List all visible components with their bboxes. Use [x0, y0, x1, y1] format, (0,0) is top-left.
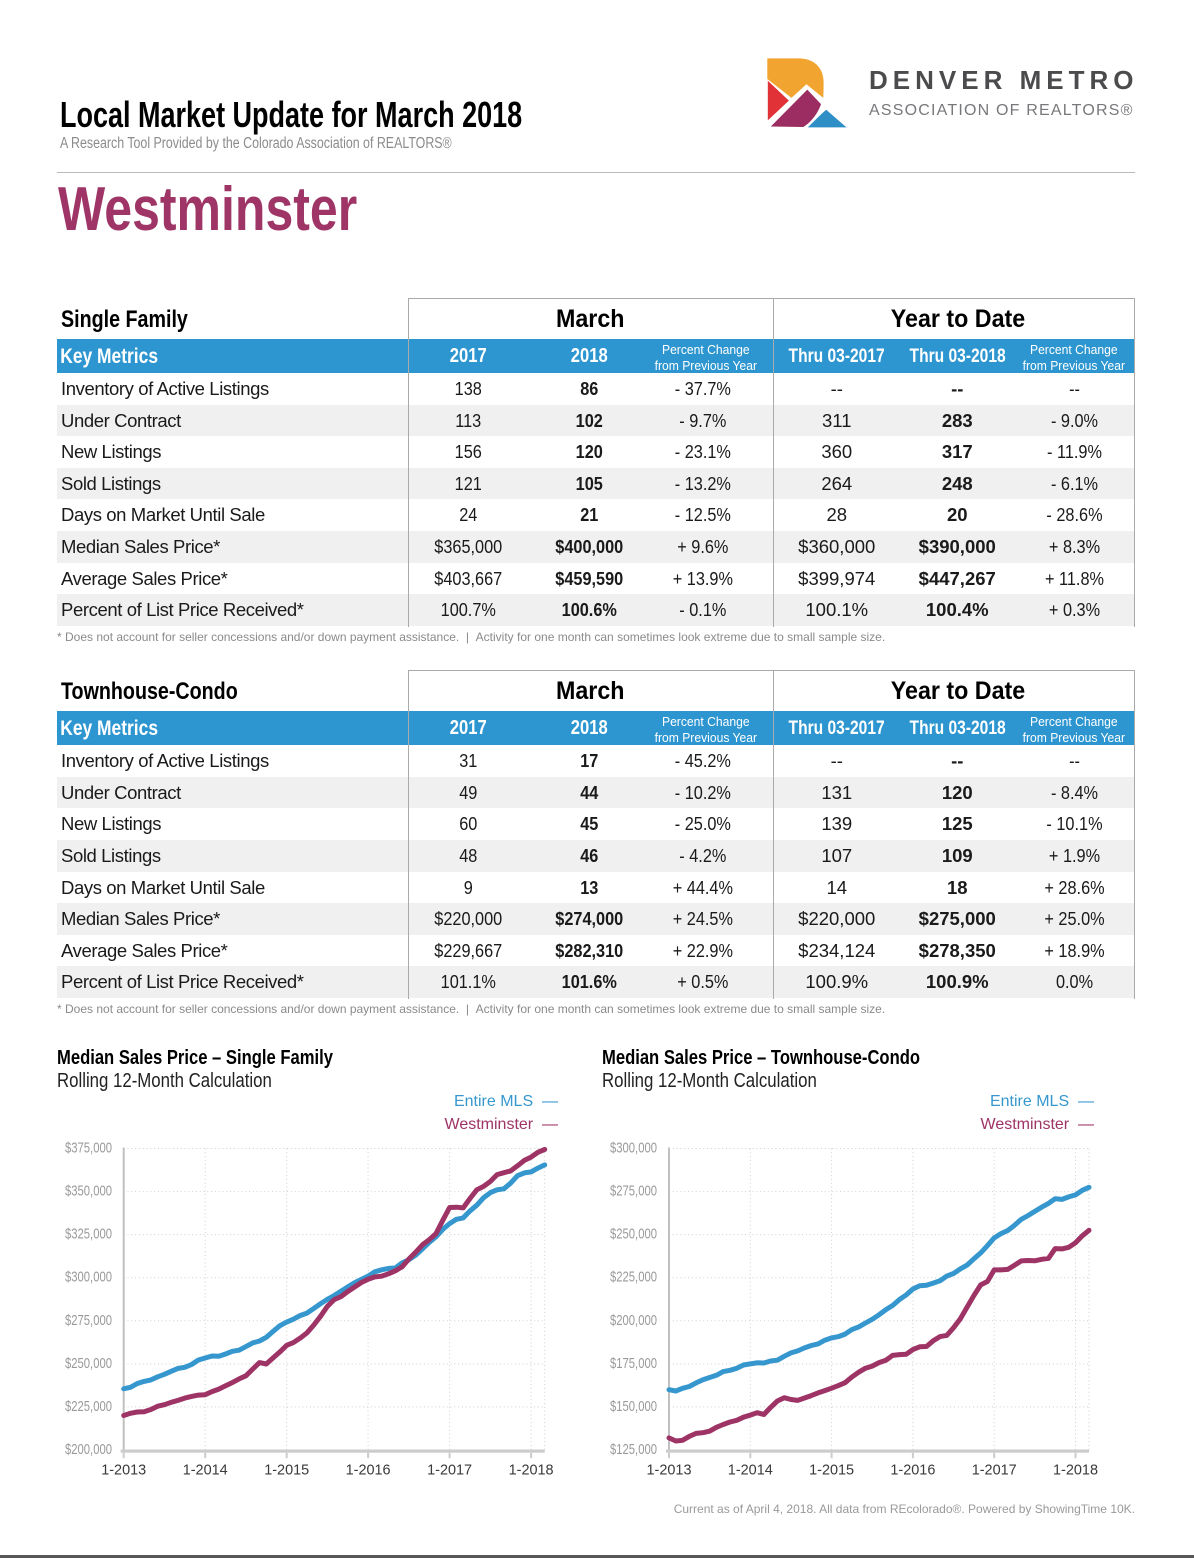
svg-text:$275,000: $275,000 — [610, 1183, 657, 1200]
svg-text:1-2018: 1-2018 — [509, 1462, 554, 1479]
svg-text:1-2013: 1-2013 — [101, 1462, 146, 1479]
svg-text:$275,000: $275,000 — [65, 1312, 112, 1329]
svg-text:$325,000: $325,000 — [65, 1226, 112, 1243]
svg-text:$125,000: $125,000 — [610, 1441, 657, 1458]
svg-text:$150,000: $150,000 — [610, 1398, 657, 1415]
svg-text:1-2016: 1-2016 — [346, 1462, 391, 1479]
svg-text:$200,000: $200,000 — [65, 1441, 112, 1458]
svg-text:1-2018: 1-2018 — [1053, 1462, 1098, 1479]
svg-text:$200,000: $200,000 — [610, 1312, 657, 1329]
svg-text:1-2016: 1-2016 — [890, 1462, 935, 1479]
svg-text:1-2017: 1-2017 — [972, 1462, 1017, 1479]
svg-text:1-2014: 1-2014 — [728, 1462, 773, 1479]
svg-text:1-2017: 1-2017 — [427, 1462, 472, 1479]
svg-text:$300,000: $300,000 — [65, 1269, 112, 1286]
svg-text:1-2015: 1-2015 — [809, 1462, 854, 1479]
svg-text:$250,000: $250,000 — [610, 1226, 657, 1243]
svg-text:$250,000: $250,000 — [65, 1355, 112, 1372]
svg-text:1-2014: 1-2014 — [183, 1462, 228, 1479]
svg-text:$375,000: $375,000 — [65, 1140, 112, 1157]
svg-text:$300,000: $300,000 — [610, 1140, 657, 1157]
svg-text:$350,000: $350,000 — [65, 1183, 112, 1200]
svg-text:$225,000: $225,000 — [610, 1269, 657, 1286]
svg-text:1-2015: 1-2015 — [264, 1462, 309, 1479]
svg-text:$175,000: $175,000 — [610, 1355, 657, 1372]
svg-text:$225,000: $225,000 — [65, 1398, 112, 1415]
svg-text:1-2013: 1-2013 — [647, 1462, 692, 1479]
